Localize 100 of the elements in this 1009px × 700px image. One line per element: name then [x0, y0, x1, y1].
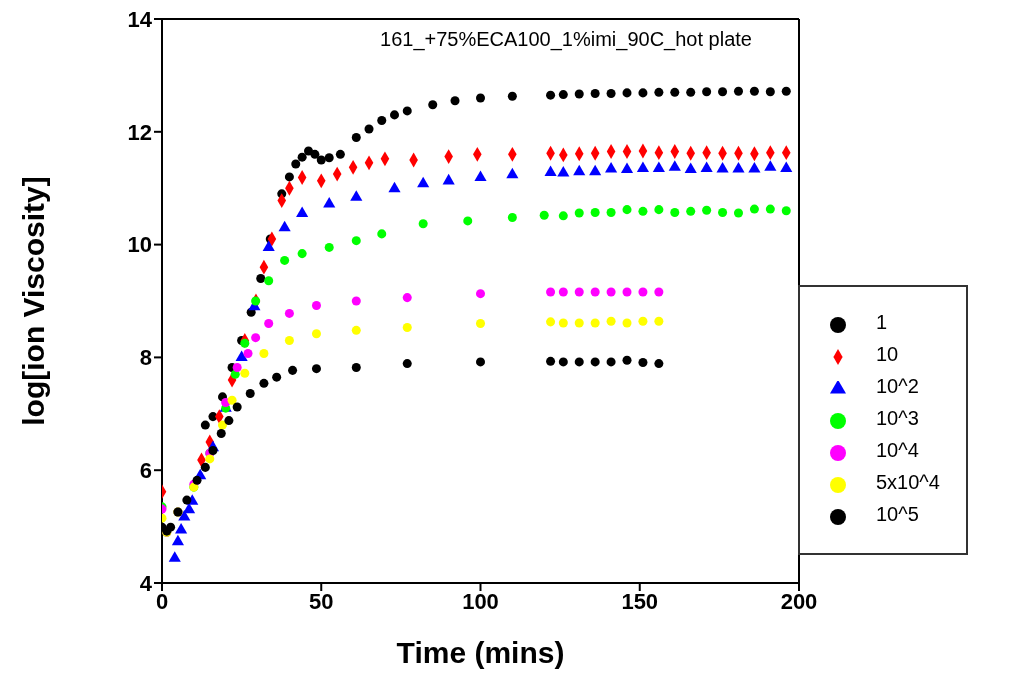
- point: [732, 162, 745, 173]
- point: [259, 378, 269, 388]
- legend-label: 10^3: [876, 407, 919, 429]
- point: [291, 159, 301, 169]
- point: [280, 255, 290, 265]
- point: [272, 372, 282, 382]
- point: [638, 357, 648, 367]
- y-tick-label: 12: [127, 119, 152, 145]
- point: [652, 161, 665, 172]
- point: [606, 316, 616, 326]
- point: [418, 219, 428, 229]
- text: 161_+75%ECA100_1%imi_90C_hot plate: [379, 28, 753, 51]
- point: [182, 495, 192, 505]
- point: [364, 124, 374, 134]
- point: [311, 364, 321, 374]
- point: [574, 208, 584, 218]
- point: [311, 301, 321, 311]
- point: [781, 86, 791, 96]
- point: [764, 160, 777, 171]
- point: [622, 205, 632, 215]
- legend-label: 1: [876, 311, 888, 333]
- point: [388, 181, 401, 193]
- point: [335, 149, 345, 159]
- point: [539, 210, 549, 220]
- point: [428, 100, 438, 110]
- point: [558, 287, 568, 297]
- x-tick-label: 150: [621, 588, 659, 614]
- point: [622, 287, 632, 297]
- point: [781, 206, 791, 216]
- point: [605, 162, 618, 173]
- point: [240, 368, 250, 378]
- y-axis-title: log[ion Viscosity]: [16, 176, 50, 426]
- point: [205, 454, 215, 464]
- point: [654, 287, 664, 297]
- point: [284, 335, 294, 345]
- legend-label: 10: [876, 343, 899, 365]
- point: [733, 86, 743, 96]
- point: [450, 96, 460, 106]
- point: [297, 152, 307, 162]
- point: [216, 429, 226, 439]
- point: [245, 388, 255, 398]
- point: [654, 87, 664, 97]
- y-tick-label: 8: [139, 345, 152, 371]
- point: [178, 509, 191, 521]
- point: [323, 196, 336, 208]
- point: [686, 206, 696, 216]
- point: [251, 333, 261, 343]
- point: [558, 90, 568, 100]
- point: [749, 204, 759, 214]
- point: [351, 296, 361, 306]
- point: [506, 167, 519, 179]
- point: [654, 316, 664, 326]
- point: [780, 161, 793, 172]
- point: [288, 365, 298, 375]
- point: [235, 350, 248, 361]
- point: [259, 348, 269, 358]
- point: [654, 205, 664, 215]
- point: [171, 534, 184, 546]
- point: [264, 276, 274, 286]
- legend-label: 10^4: [876, 439, 919, 461]
- point: [638, 316, 648, 326]
- point: [417, 176, 430, 188]
- point: [573, 164, 586, 176]
- point: [351, 325, 361, 335]
- point: [606, 88, 616, 98]
- point: [622, 318, 632, 328]
- point: [402, 106, 412, 116]
- point: [200, 420, 210, 430]
- point: [402, 293, 412, 303]
- point: [590, 88, 600, 98]
- point: [574, 318, 584, 328]
- point: [218, 420, 228, 430]
- point: [166, 522, 176, 532]
- point: [175, 522, 188, 534]
- point: [668, 160, 681, 171]
- point: [748, 162, 761, 173]
- point: [670, 87, 680, 97]
- point: [546, 356, 556, 366]
- point: [192, 475, 202, 485]
- point: [684, 162, 697, 174]
- point: [733, 208, 743, 218]
- point: [558, 318, 568, 328]
- point: [700, 161, 713, 172]
- point: [622, 88, 632, 98]
- point: [475, 289, 486, 299]
- point: [232, 363, 242, 373]
- y-tick-label: 14: [127, 6, 153, 32]
- y-tick-label: 6: [139, 458, 152, 484]
- point: [718, 87, 728, 97]
- point: [622, 355, 632, 365]
- point: [200, 462, 210, 472]
- point: [350, 190, 363, 201]
- x-tick-label: 50: [309, 588, 334, 614]
- point: [377, 229, 387, 239]
- point: [256, 273, 266, 283]
- point: [296, 206, 309, 218]
- point: [377, 116, 387, 126]
- point: [574, 287, 584, 297]
- x-tick-label: 100: [462, 588, 499, 614]
- point: [402, 359, 412, 369]
